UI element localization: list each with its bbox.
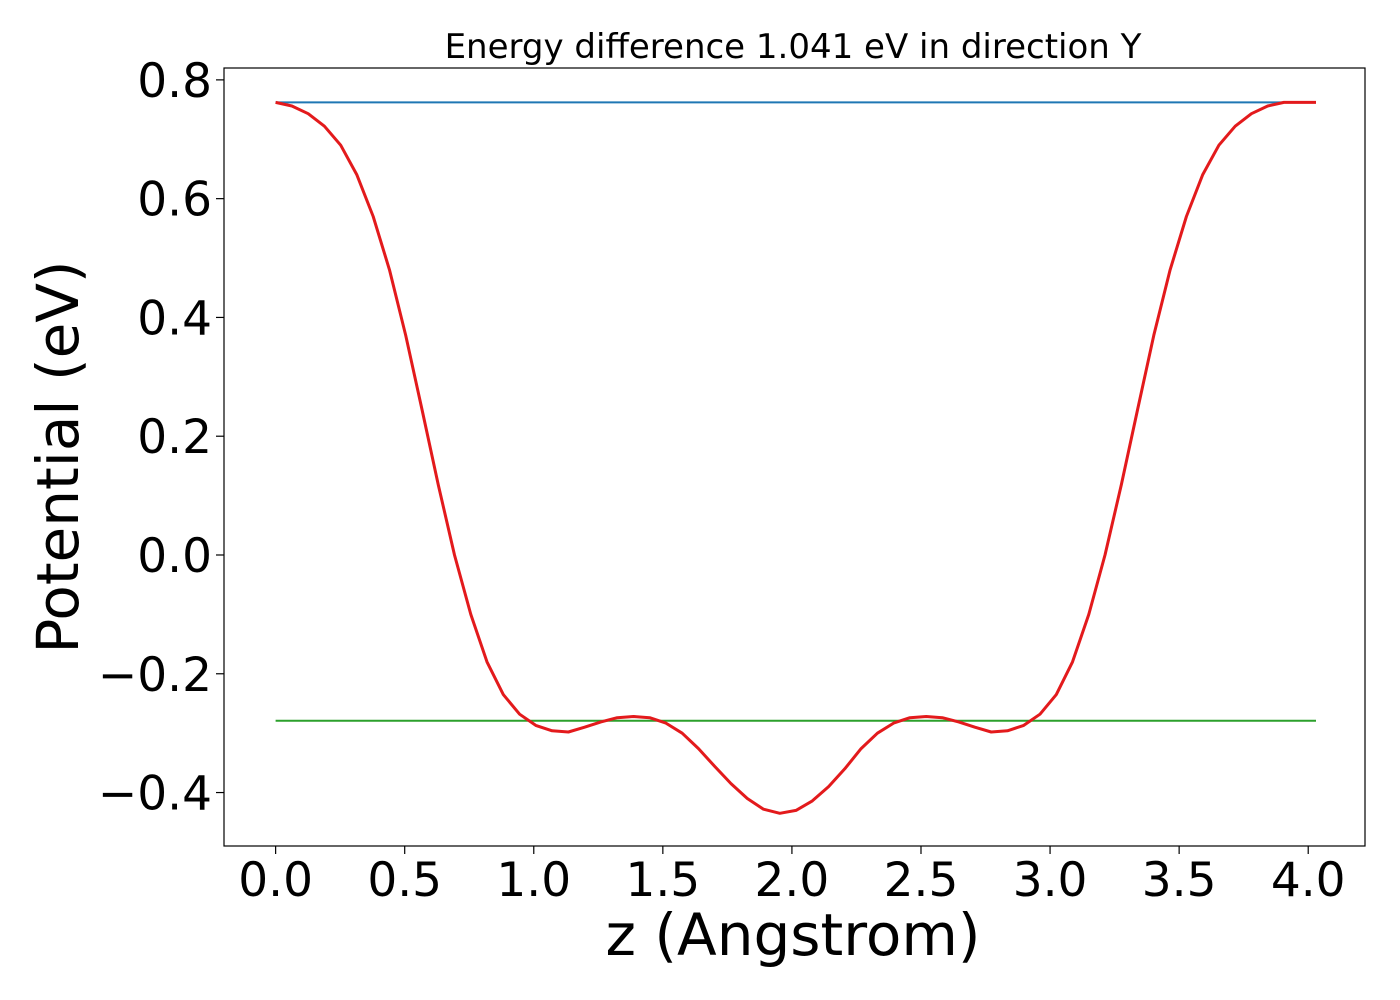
y-axis: −0.4 −0.2 0.0 0.2 0.4 0.6 0.8 [98, 54, 224, 822]
x-tick-label: 1.5 [625, 853, 700, 908]
x-tick-label: 1.0 [496, 853, 571, 908]
x-tick-label: 0.0 [238, 853, 313, 908]
plot-frame [223, 67, 1366, 847]
x-tick-label: 2.0 [755, 853, 830, 908]
y-tick-label: −0.4 [98, 767, 212, 822]
y-tick-label: −0.2 [98, 648, 212, 703]
x-tick-label: 4.0 [1271, 853, 1346, 908]
x-tick-label: 0.5 [367, 853, 442, 908]
y-axis-label: Potential (eV) [24, 260, 92, 653]
y-tick-label: 0.0 [137, 529, 212, 584]
y-tick-label: 0.4 [137, 291, 212, 346]
chart-title: Energy difference 1.041 eV in direction … [445, 27, 1142, 67]
x-tick-label: 3.0 [1013, 853, 1088, 908]
potential-curve [275, 100, 1316, 815]
x-tick-label: 3.5 [1142, 853, 1217, 908]
x-axis: 0.0 0.5 1.0 1.5 2.0 2.5 3.0 3.5 4.0 [238, 846, 1346, 908]
y-tick-label: 0.6 [137, 173, 212, 228]
y-tick-label: 0.2 [137, 410, 212, 465]
x-axis-label: z (Angstrom) [606, 901, 981, 969]
series-layer [275, 100, 1316, 815]
x-tick-label: 2.5 [884, 853, 959, 908]
y-tick-label: 0.8 [137, 54, 212, 109]
